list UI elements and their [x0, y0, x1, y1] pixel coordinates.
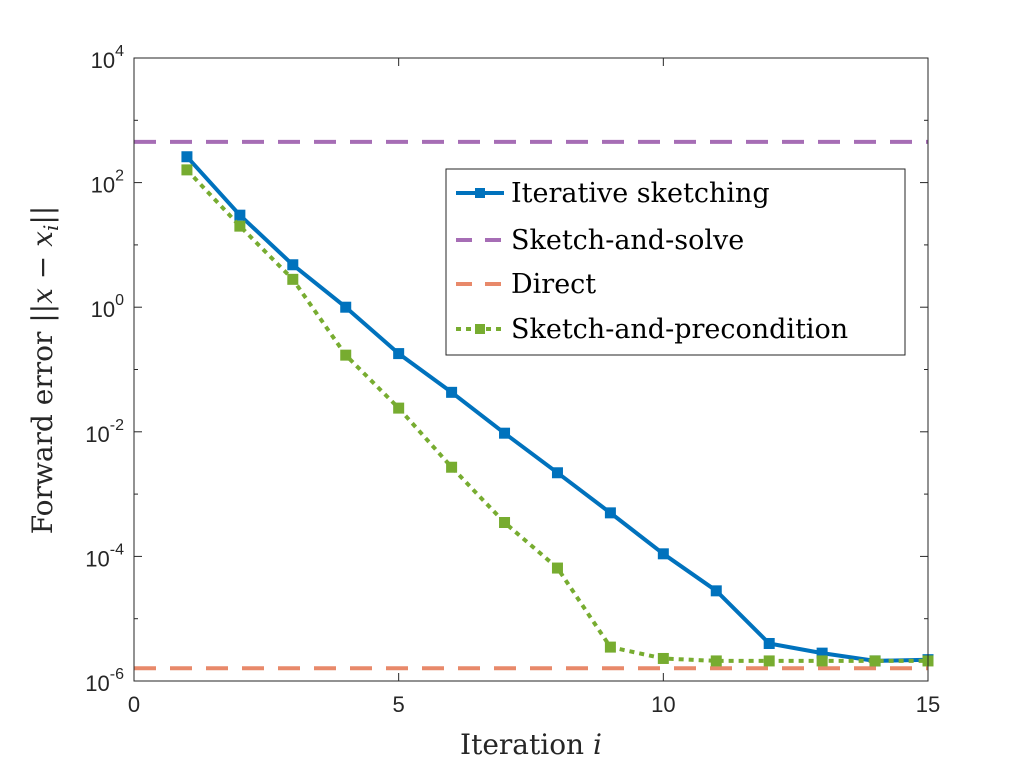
x-axis-title-text: Iteration — [460, 728, 593, 761]
x-axis-title-var: i — [593, 728, 602, 761]
y-axis-title-text: Forward error — [26, 323, 59, 535]
legend-label-direct: Direct — [511, 269, 596, 300]
legend-label-sketch-and-precondition: Sketch-and-precondition — [511, 314, 848, 345]
y-tick-label: 104 — [91, 43, 124, 73]
y-tick-exponent: -4 — [110, 541, 124, 558]
y-axis-title-minus: − — [26, 247, 59, 288]
data-point-sketch-and-precondition — [657, 652, 669, 664]
data-point-iterative-sketching — [287, 259, 299, 271]
data-point-iterative-sketching — [340, 301, 352, 313]
data-point-sketch-and-precondition — [393, 402, 405, 414]
legend-box — [445, 168, 906, 356]
data-point-sketch-and-precondition — [710, 655, 722, 667]
y-tick-exponent: 0 — [115, 292, 124, 309]
y-tick-label: 10-2 — [85, 417, 124, 447]
y-axis-title: Forward error ||x − xi|| — [26, 206, 63, 535]
y-tick-label: 102 — [91, 168, 124, 198]
legend-marker-sketch-and-precondition — [475, 324, 485, 334]
data-point-sketch-and-precondition — [869, 655, 881, 667]
data-point-iterative-sketching — [710, 585, 722, 597]
plot-area — [134, 58, 928, 681]
y-tick-base: 10 — [91, 297, 115, 322]
data-point-iterative-sketching — [181, 151, 193, 163]
y-tick-base: 10 — [91, 173, 115, 198]
x-tick-label: 5 — [393, 692, 405, 717]
y-tick-base: 10 — [85, 671, 109, 696]
data-point-iterative-sketching — [393, 348, 405, 360]
data-point-iterative-sketching — [604, 507, 616, 519]
data-point-sketch-and-precondition — [340, 349, 352, 361]
x-tick-label: 15 — [916, 692, 940, 717]
data-point-sketch-and-precondition — [287, 273, 299, 285]
y-axis-title-norm-open: || — [26, 304, 59, 323]
legend-label-iterative-sketching: Iterative sketching — [511, 178, 770, 209]
y-axis-title-norm-close: || — [26, 206, 59, 225]
data-point-iterative-sketching — [234, 209, 246, 221]
data-point-sketch-and-precondition — [234, 220, 246, 232]
x-tick-label: 0 — [128, 692, 140, 717]
data-point-sketch-and-precondition — [499, 517, 511, 529]
y-axis-title-x: x — [26, 288, 59, 304]
data-point-sketch-and-precondition — [763, 655, 775, 667]
data-point-sketch-and-precondition — [181, 164, 193, 176]
y-tick-label: 10-6 — [85, 666, 124, 696]
y-tick-base: 10 — [85, 546, 109, 571]
y-axis-title-xi: x — [26, 231, 59, 247]
legend-label-sketch-and-solve: Sketch-and-solve — [511, 225, 744, 256]
y-tick-label: 10-4 — [85, 541, 124, 571]
y-tick-exponent: 4 — [115, 43, 124, 60]
data-point-sketch-and-precondition — [604, 641, 616, 653]
y-tick-exponent: -2 — [110, 417, 124, 434]
x-axis-title: Iteration i — [460, 728, 602, 761]
y-tick-label: 100 — [91, 292, 124, 322]
y-tick-exponent: 2 — [115, 168, 124, 185]
data-point-iterative-sketching — [763, 637, 775, 649]
data-point-iterative-sketching — [499, 427, 511, 439]
series-line-sketch-and-precondition — [185, 168, 928, 663]
y-tick-base: 10 — [85, 422, 109, 447]
data-point-sketch-and-precondition — [551, 562, 563, 574]
data-point-iterative-sketching — [657, 548, 669, 560]
legend: Iterative sketching Sketch-and-solve Direc… — [445, 168, 906, 356]
x-tick-label: 10 — [651, 692, 675, 717]
y-axis-title-sub: i — [39, 225, 63, 231]
y-tick-exponent: -6 — [110, 666, 124, 683]
data-point-iterative-sketching — [446, 386, 458, 398]
data-point-iterative-sketching — [551, 467, 563, 479]
y-tick-base: 10 — [91, 48, 115, 73]
data-point-sketch-and-precondition — [446, 461, 458, 473]
legend-marker-iterative-sketching — [475, 188, 485, 198]
data-point-sketch-and-precondition — [816, 655, 828, 667]
